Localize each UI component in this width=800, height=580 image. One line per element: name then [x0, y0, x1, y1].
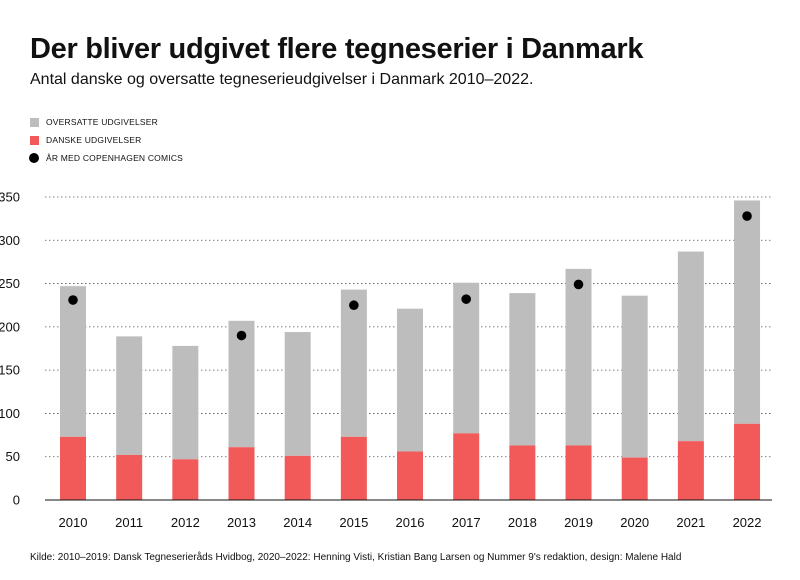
bar-danske-2019 — [565, 445, 592, 500]
x-tick-label-2021: 2021 — [676, 515, 705, 530]
bar-danske-2017 — [453, 433, 480, 500]
y-tick-label-200: 200 — [0, 319, 20, 334]
bar-oversatte-2016 — [397, 308, 424, 452]
y-tick-label-0: 0 — [13, 493, 20, 508]
legend-dot-icon — [29, 153, 39, 163]
bar-oversatte-2012 — [172, 345, 199, 460]
bar-danske-2013 — [228, 447, 255, 500]
bar-oversatte-2019 — [565, 268, 592, 446]
x-tick-label-2017: 2017 — [452, 515, 481, 530]
x-tick-label-2019: 2019 — [564, 515, 593, 530]
bar-danske-2014 — [284, 455, 311, 500]
x-tick-label-2014: 2014 — [283, 515, 312, 530]
legend-label-danske: DANSKE UDGIVELSER — [46, 135, 142, 145]
x-tick-label-2020: 2020 — [620, 515, 649, 530]
x-tick-label-2018: 2018 — [508, 515, 537, 530]
x-tick-label-2012: 2012 — [171, 515, 200, 530]
copenhagen-comics-dot-2015 — [349, 300, 359, 311]
bar-danske-2022 — [734, 423, 761, 500]
bar-oversatte-2011 — [116, 336, 143, 455]
y-tick-label-150: 150 — [0, 363, 20, 378]
bar-danske-2012 — [172, 459, 199, 500]
copenhagen-comics-dot-2017 — [461, 294, 471, 304]
bar-oversatte-2020 — [621, 295, 648, 458]
y-tick-label-100: 100 — [0, 406, 20, 421]
bar-danske-2020 — [621, 457, 648, 500]
bar-oversatte-2017 — [453, 282, 480, 434]
legend-item-copenhagen-comics: ÅR MED COPENHAGEN COMICS — [29, 149, 184, 167]
bar-danske-2021 — [677, 441, 704, 500]
legend-item-danske: DANSKE UDGIVELSER — [30, 131, 183, 149]
bar-danske-2011 — [116, 454, 143, 500]
y-tick-label-50: 50 — [6, 449, 20, 464]
bar-oversatte-2010 — [60, 286, 86, 437]
bar-oversatte-2022 — [734, 200, 761, 424]
bar-chart: 0 50 100 150 200 250 300 350 2010 2011 2012 2013 201… — [0, 190, 772, 530]
x-tick-label-2013: 2013 — [227, 515, 256, 530]
bar-danske-2015 — [340, 436, 367, 500]
bar-danske-2016 — [397, 451, 424, 500]
y-tick-label-250: 250 — [0, 276, 20, 291]
bar-oversatte-2018 — [509, 293, 536, 446]
bar-oversatte-2015 — [340, 289, 367, 437]
chart-title: Der bliver udgivet flere tegneserier i D… — [30, 33, 644, 65]
copenhagen-comics-dot-2010 — [68, 295, 78, 305]
bar-oversatte-2013 — [228, 320, 255, 448]
legend-swatch-danske — [30, 135, 39, 145]
legend-label-oversatte: OVERSATTE UDGIVELSER — [46, 117, 159, 127]
y-tick-label-350: 350 — [0, 190, 20, 205]
legend: OVERSATTE UDGIVELSER DANSKE UDGIVELSER Å… — [29, 113, 184, 167]
copenhagen-comics-dot-2022 — [742, 211, 752, 221]
copenhagen-comics-dot-2013 — [236, 330, 247, 341]
legend-swatch-oversatte — [30, 117, 39, 127]
bar-oversatte-2014 — [284, 332, 311, 456]
x-tick-label-2022: 2022 — [733, 515, 762, 530]
legend-item-oversatte: OVERSATTE UDGIVELSER — [30, 113, 183, 131]
x-tick-label-2010: 2010 — [59, 515, 88, 530]
x-tick-label-2011: 2011 — [115, 515, 143, 530]
bar-oversatte-2021 — [677, 251, 704, 442]
bar-danske-2018 — [509, 445, 536, 500]
copenhagen-comics-dot-2019 — [573, 279, 584, 290]
legend-label-copenhagen-comics: ÅR MED COPENHAGEN COMICS — [46, 153, 184, 163]
bar-danske-2010 — [60, 436, 86, 500]
y-tick-label-300: 300 — [0, 233, 20, 248]
x-tick-label-2015: 2015 — [339, 515, 368, 530]
chart-subtitle: Antal danske og oversatte tegneserieudgi… — [30, 71, 534, 88]
x-tick-label-2016: 2016 — [396, 515, 425, 530]
source-note: Kilde: 2010–2019: Dansk Tegneserieråds H… — [30, 552, 682, 563]
